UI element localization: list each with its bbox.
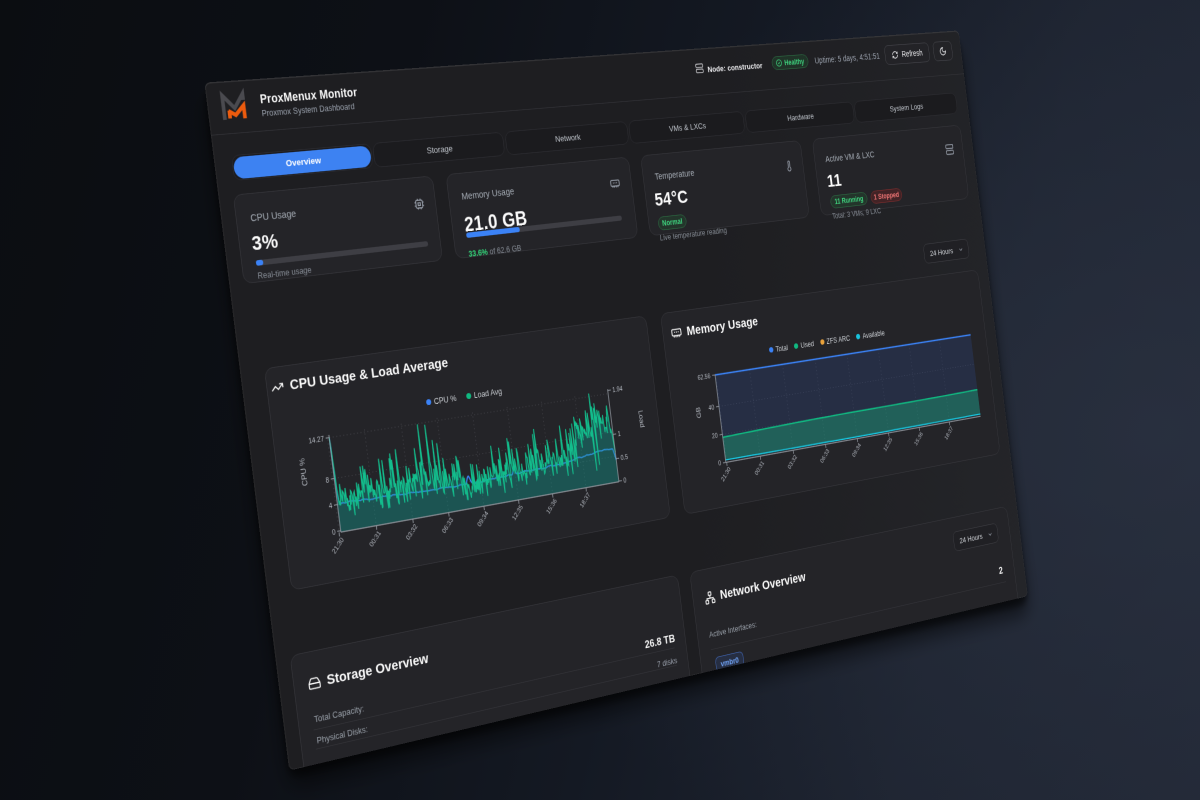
svg-text:21:30: 21:30 (331, 537, 345, 556)
svg-text:21:30: 21:30 (721, 466, 733, 483)
svg-text:15:36: 15:36 (546, 498, 559, 516)
svg-text:03:32: 03:32 (405, 523, 419, 541)
svg-text:03:32: 03:32 (787, 454, 798, 471)
svg-text:06:33: 06:33 (441, 517, 454, 535)
svg-text:40: 40 (708, 405, 714, 412)
svg-text:18:37: 18:37 (579, 492, 591, 510)
svg-text:09:34: 09:34 (852, 442, 863, 458)
svg-text:09:34: 09:34 (477, 510, 490, 528)
svg-text:Load: Load (637, 410, 647, 429)
svg-text:06:33: 06:33 (820, 448, 831, 464)
svg-text:00:31: 00:31 (369, 530, 383, 549)
svg-text:1: 1 (617, 431, 621, 438)
svg-text:GB: GB (694, 406, 703, 419)
svg-text:18:37: 18:37 (944, 426, 954, 442)
svg-text:20: 20 (712, 433, 718, 440)
svg-text:1.94: 1.94 (612, 386, 623, 394)
svg-text:62.56: 62.56 (697, 374, 710, 382)
svg-text:12:35: 12:35 (512, 504, 525, 522)
svg-text:0: 0 (718, 460, 722, 467)
svg-text:15:36: 15:36 (914, 431, 924, 447)
svg-text:8: 8 (325, 477, 329, 485)
svg-text:4: 4 (329, 503, 333, 511)
svg-text:12:35: 12:35 (883, 437, 894, 453)
svg-text:0: 0 (332, 529, 336, 537)
svg-text:CPU %: CPU % (297, 457, 309, 487)
svg-text:0.5: 0.5 (620, 454, 628, 462)
svg-text:0: 0 (623, 478, 627, 485)
svg-text:14.27: 14.27 (308, 436, 324, 446)
svg-text:00:31: 00:31 (754, 460, 765, 477)
